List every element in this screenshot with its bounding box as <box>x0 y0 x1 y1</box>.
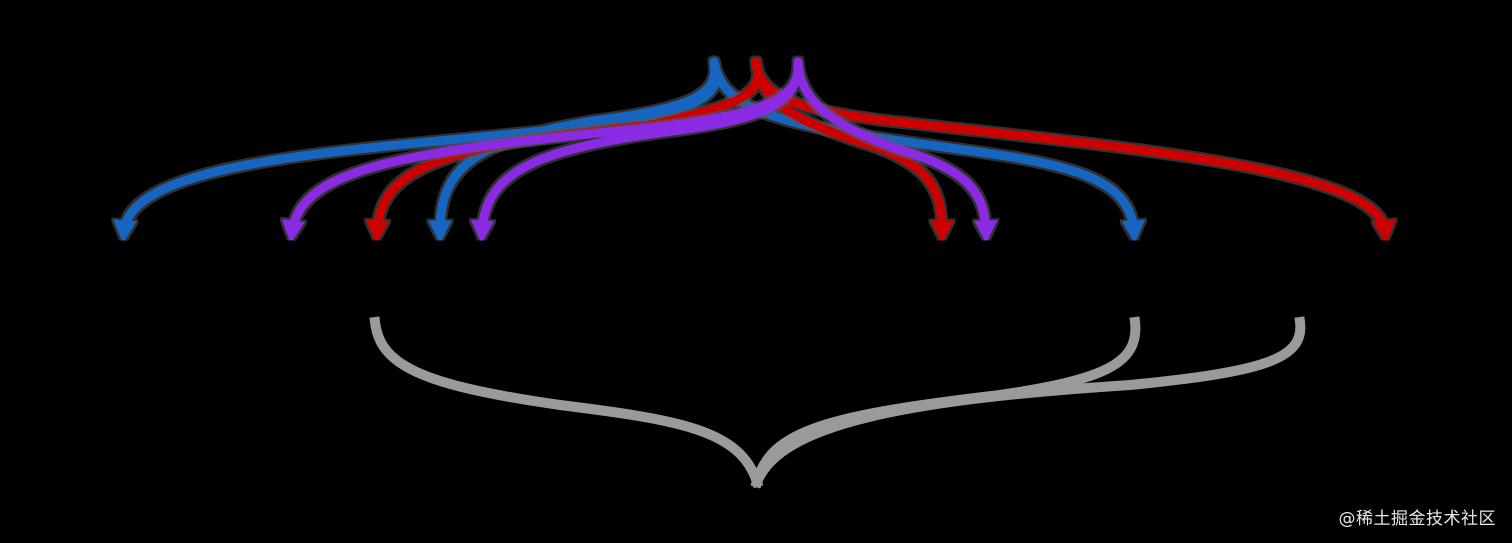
purple-arrow-2 <box>470 57 803 244</box>
blue-arrow-3 <box>709 57 1146 244</box>
connector-branch-3 <box>750 316 1306 489</box>
blue-arrow-1 <box>113 57 721 244</box>
colored-arrow-fan <box>113 57 1396 244</box>
arrow-group-purple <box>281 57 998 244</box>
purple-arrow-3 <box>793 57 998 244</box>
blue-arrow-2 <box>428 57 720 244</box>
red-arrow-3 <box>751 57 1396 244</box>
gray-connector-brace <box>369 316 1306 489</box>
watermark-label: @稀土掘金技术社区 <box>1338 509 1496 529</box>
connector-branch-1 <box>369 316 764 489</box>
